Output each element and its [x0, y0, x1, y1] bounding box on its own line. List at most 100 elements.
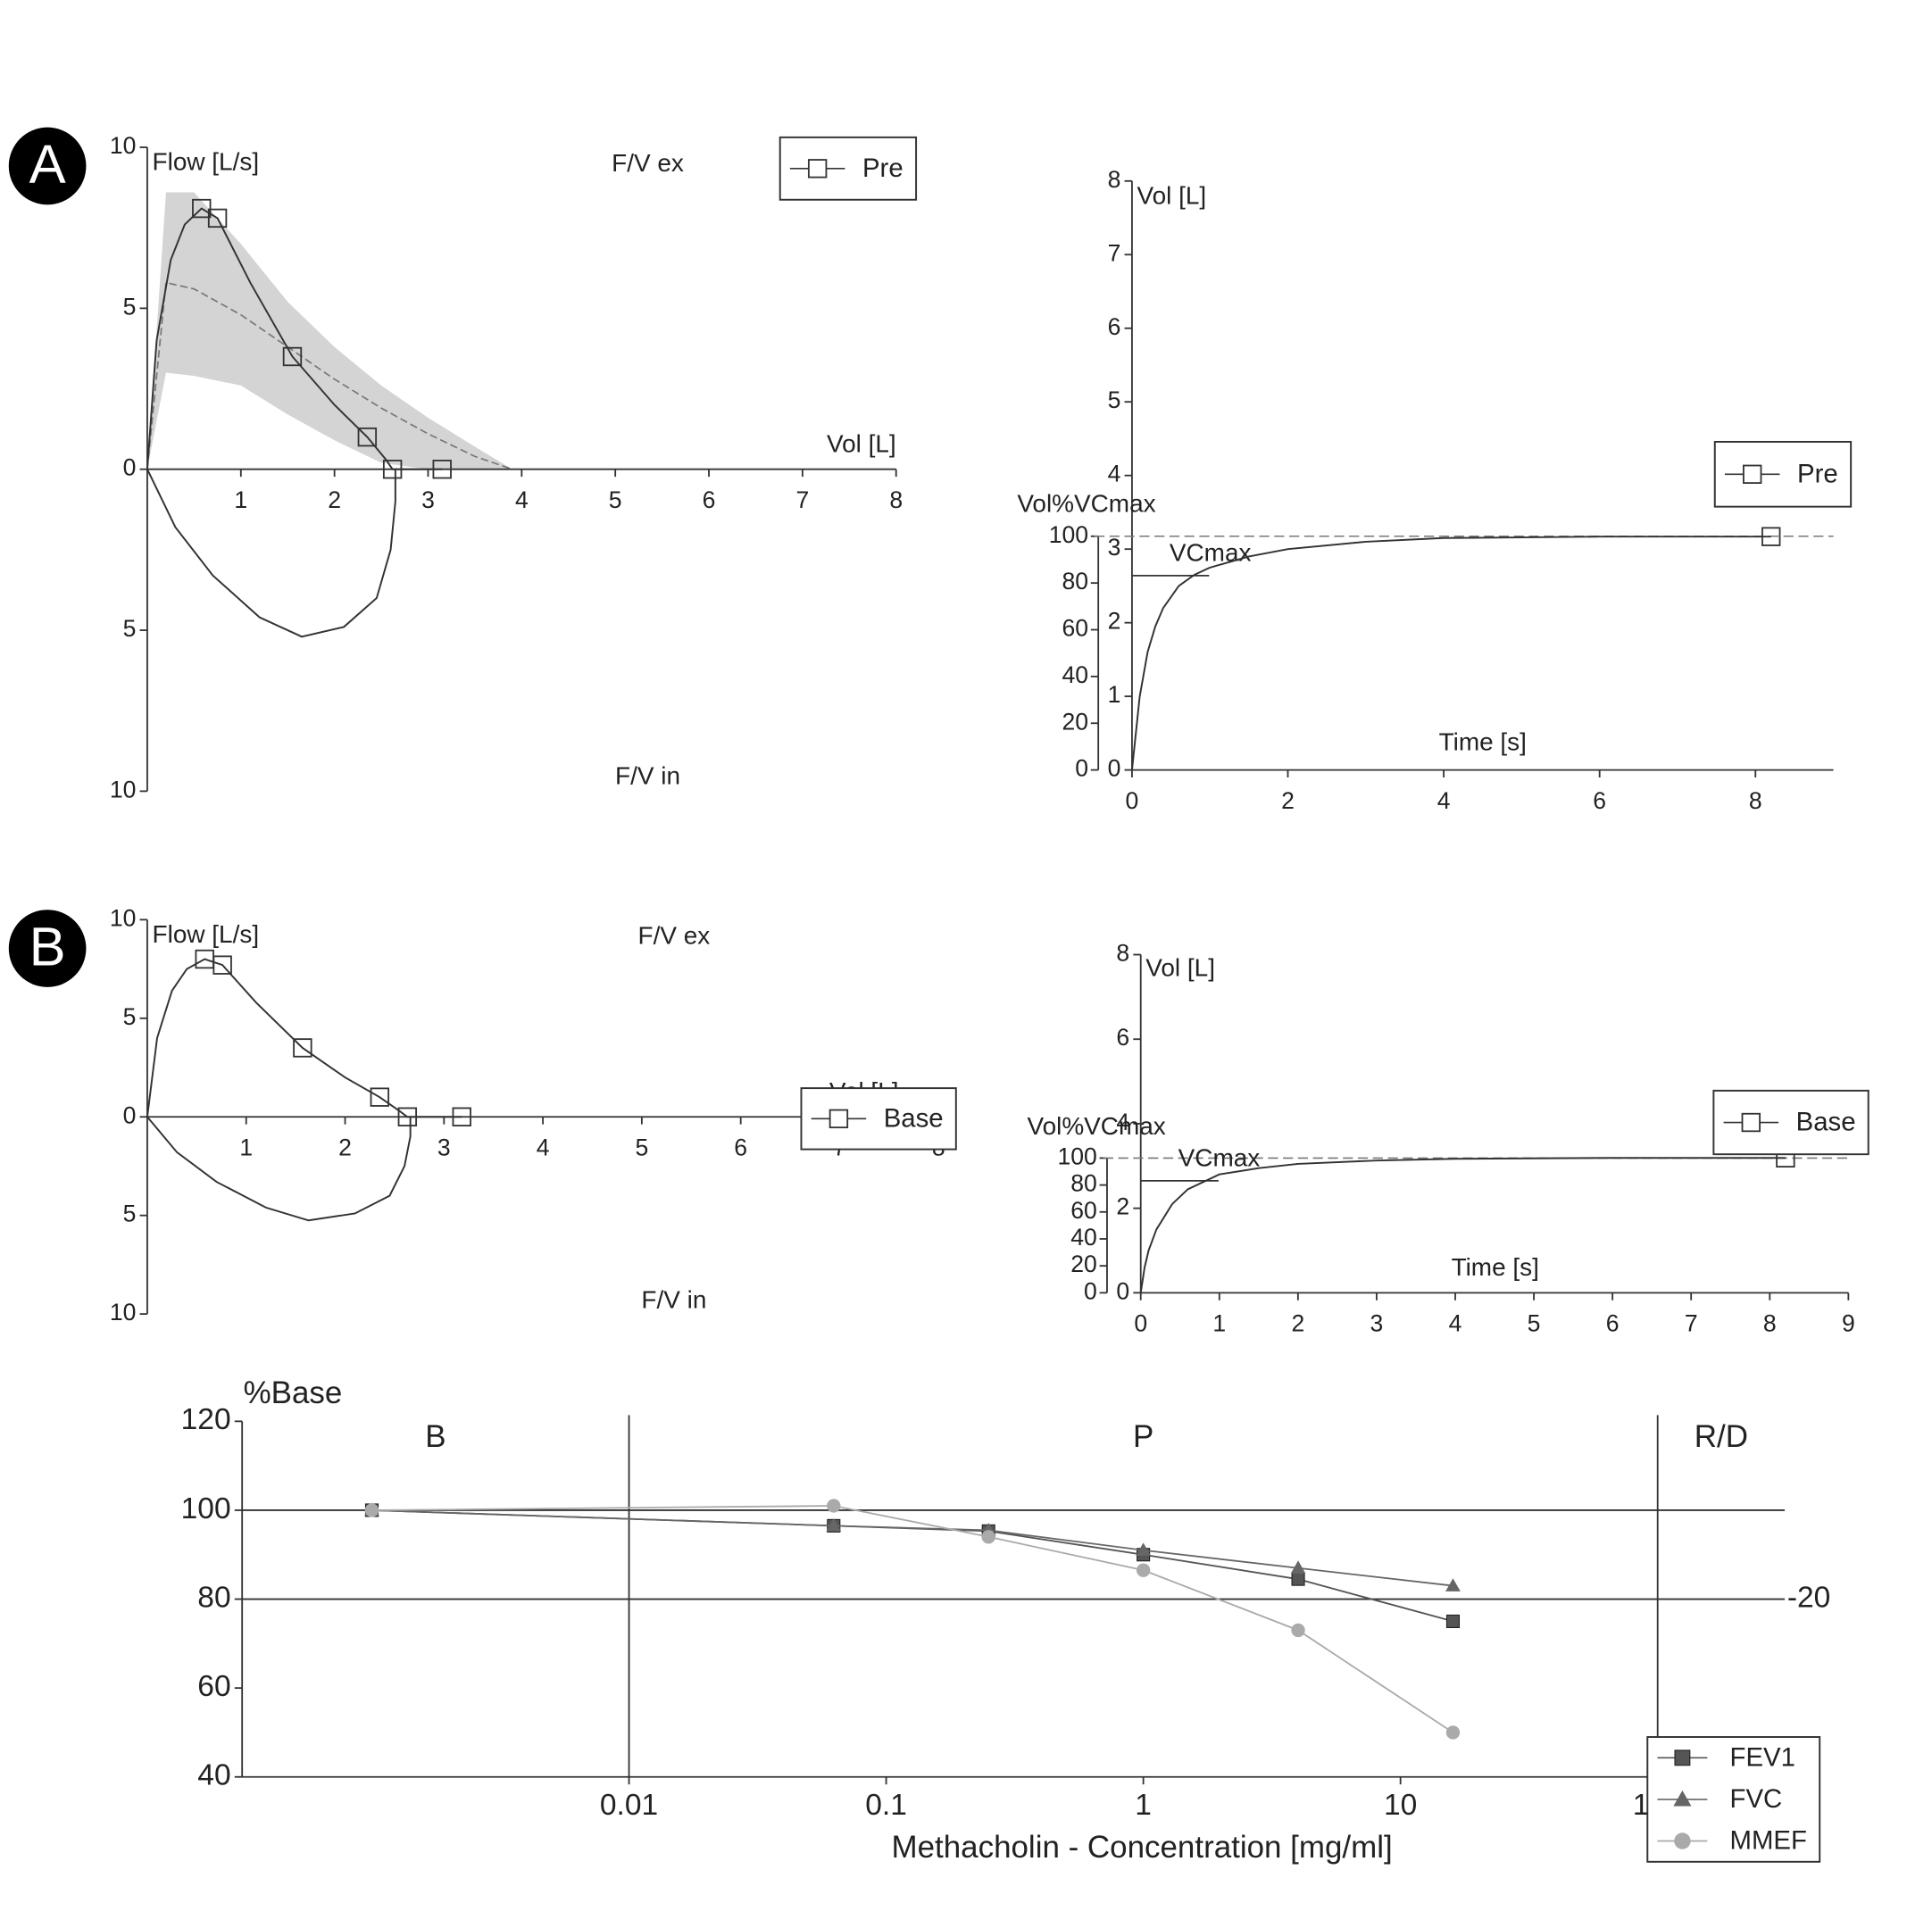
y-axis-label: Flow [L/s] — [153, 920, 260, 948]
y-tick-label: 4 — [1116, 1109, 1129, 1135]
y-tick-label: 2 — [1116, 1193, 1129, 1220]
data-point — [1291, 1572, 1305, 1586]
data-point — [207, 208, 228, 229]
panel-badge — [8, 910, 87, 987]
data-point — [1445, 1725, 1461, 1740]
x-tick-label: 0 — [1134, 1310, 1147, 1337]
x-tick-label: 2 — [1291, 1310, 1304, 1337]
x-tick-label: 6 — [703, 486, 716, 513]
x-tick-label: 2 — [328, 486, 341, 513]
legend-label: Pre — [1797, 459, 1838, 488]
y-tick-label: 10 — [110, 132, 137, 159]
predicted-line — [146, 281, 513, 470]
panel-label: B — [29, 917, 66, 978]
x-tick-label: 4 — [1449, 1310, 1462, 1337]
x-tick-label: 2 — [338, 1134, 352, 1161]
data-point — [1445, 1578, 1461, 1591]
data-point — [432, 460, 452, 479]
y-tick-label: 10 — [110, 1299, 137, 1326]
legend-label: FVC — [1730, 1784, 1783, 1814]
x-tick-label: 5 — [609, 486, 622, 513]
x-tick-label: 4 — [515, 486, 529, 513]
x-tick-label: 0.1 — [865, 1789, 907, 1822]
x-tick-label: 10 — [1384, 1789, 1417, 1822]
legend-marker — [1673, 1790, 1692, 1807]
x-axis-label: Vol [L] — [827, 430, 896, 458]
data-point — [827, 1499, 841, 1513]
x-tick-label: 8 — [1749, 787, 1762, 814]
y2-axis-label: Vol%VCmax — [1017, 490, 1155, 518]
data-point — [1761, 527, 1781, 546]
predicted-band — [146, 192, 512, 470]
x-tick-label: 4 — [1437, 787, 1451, 814]
y-tick-label: 5 — [123, 1003, 137, 1030]
x-axis-label: Time [s] — [1439, 728, 1527, 756]
x-tick-label: 6 — [734, 1134, 747, 1161]
x-tick-label: 1 — [234, 486, 247, 513]
x-tick-label: 3 — [421, 486, 435, 513]
annotation: F/V ex — [612, 149, 684, 177]
series-line — [146, 958, 462, 1118]
y-tick-label: 8 — [1116, 940, 1129, 967]
legend-marker — [1674, 1749, 1691, 1766]
legend-label: Base — [884, 1103, 944, 1133]
x-tick-label: 3 — [1370, 1310, 1384, 1337]
legend-label: Base — [1796, 1108, 1856, 1137]
y-axis-label: Vol [L] — [1137, 181, 1207, 209]
series-line — [371, 1509, 1453, 1587]
annotation: F/V in — [641, 1286, 706, 1314]
x-tick-label: 0.01 — [600, 1789, 658, 1822]
data-point — [1291, 1623, 1305, 1638]
series-line — [371, 1505, 1453, 1733]
x-tick-label: 7 — [795, 486, 809, 513]
legend-label: FEV1 — [1730, 1742, 1795, 1772]
y2-tick-label: 60 — [1070, 1197, 1097, 1224]
y2-tick-label: 20 — [1062, 708, 1088, 735]
x-tick-label: 5 — [1528, 1310, 1541, 1337]
y-tick-label: 2 — [1108, 608, 1121, 635]
series-line — [146, 207, 443, 470]
panel-badge — [8, 127, 87, 205]
y-tick-label: 6 — [1108, 313, 1121, 340]
y2-tick-label: 40 — [1062, 661, 1088, 688]
reference-label: -20 — [1787, 1581, 1831, 1614]
y2-tick-label: 20 — [1070, 1251, 1097, 1277]
y2-tick-label: 100 — [1049, 521, 1088, 548]
y-tick-label: 4 — [1108, 461, 1121, 487]
y-tick-label: 40 — [197, 1759, 230, 1792]
y2-tick-label: 100 — [1057, 1143, 1096, 1169]
vcmax-label: VCmax — [1170, 539, 1252, 567]
legend-label: Pre — [862, 154, 904, 183]
y-axis-label: Flow [L/s] — [153, 148, 260, 176]
y-tick-label: 0 — [123, 1101, 137, 1128]
data-point — [212, 955, 232, 975]
y2-tick-label: 0 — [1075, 755, 1088, 782]
region-label: B — [425, 1419, 446, 1454]
data-point — [1445, 1614, 1461, 1628]
data-point — [981, 1530, 995, 1544]
x-tick-label: 7 — [1685, 1310, 1698, 1337]
y2-tick-label: 40 — [1070, 1224, 1097, 1251]
legend-label: MMEF — [1730, 1826, 1807, 1856]
data-point — [293, 1038, 312, 1058]
data-point — [1136, 1542, 1152, 1557]
y-tick-label: 10 — [110, 904, 137, 931]
inspiration-line — [146, 1116, 412, 1222]
legend-marker — [1741, 1112, 1761, 1133]
y2-tick-label: 80 — [1062, 568, 1088, 594]
x-tick-label: 1 — [1212, 1310, 1226, 1337]
data-point — [826, 1517, 842, 1532]
y-tick-label: 5 — [123, 615, 137, 642]
region-label: R/D — [1695, 1419, 1748, 1454]
annotation: F/V ex — [638, 921, 711, 949]
x-tick-label: 5 — [636, 1134, 649, 1161]
y-tick-label: 5 — [1108, 386, 1121, 413]
series-line — [371, 1509, 1453, 1623]
y-axis-label: %Base — [244, 1375, 343, 1410]
y2-tick-label: 60 — [1062, 615, 1088, 642]
x-tick-label: 9 — [1842, 1310, 1855, 1337]
y-tick-label: 8 — [1108, 166, 1121, 193]
x-tick-label: 6 — [1593, 787, 1606, 814]
y2-tick-label: 80 — [1070, 1170, 1097, 1197]
y-tick-label: 6 — [1116, 1024, 1129, 1051]
